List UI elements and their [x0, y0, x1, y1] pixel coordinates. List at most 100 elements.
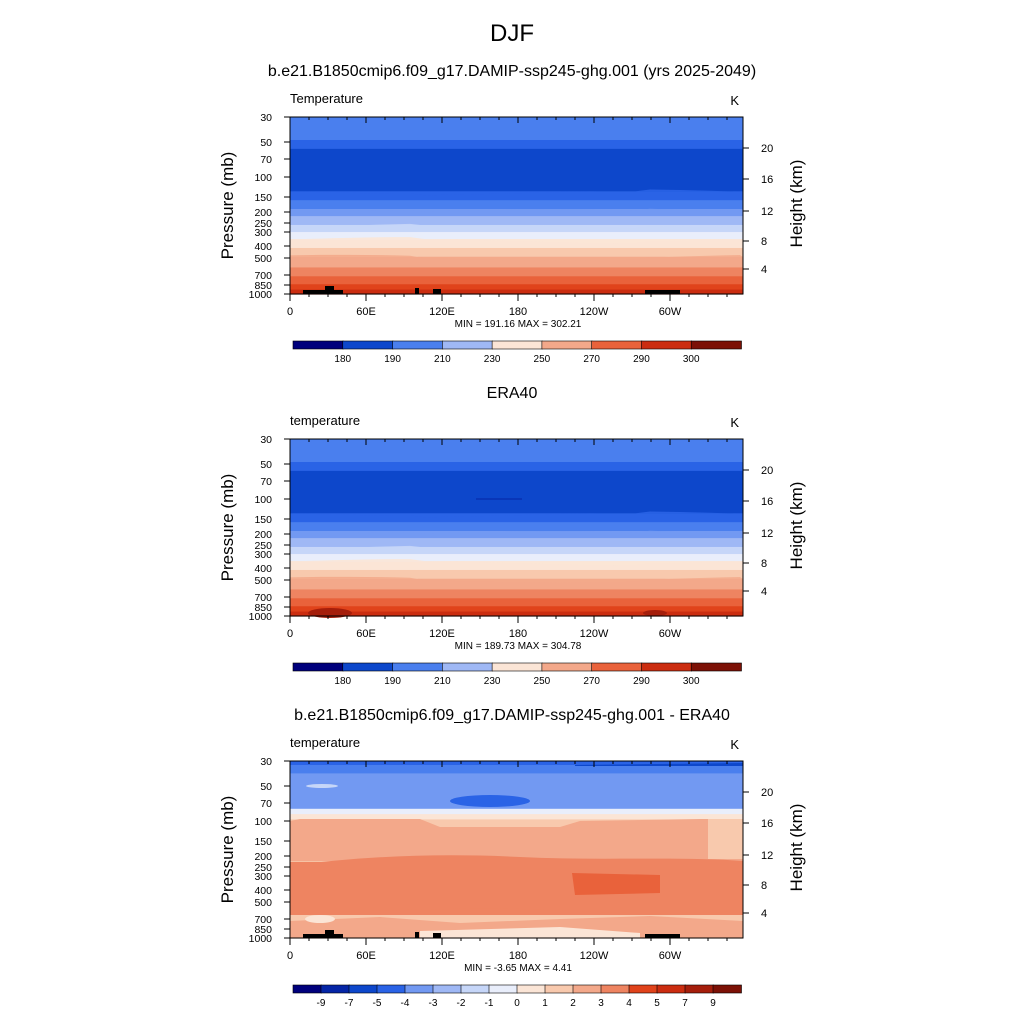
colorbar-label: -4	[401, 998, 410, 1009]
contour-band	[290, 589, 743, 599]
y-right-tick-label: 8	[761, 880, 767, 892]
x-tick-label: 60W	[659, 628, 682, 640]
x-tick-label: 60E	[356, 306, 376, 318]
colorbar-label: 4	[626, 998, 632, 1009]
contour-wave	[290, 530, 743, 534]
plot-frame	[289, 760, 744, 939]
colorbar-box	[641, 662, 693, 672]
contour-band	[290, 247, 743, 258]
y-tick-label: 850	[254, 602, 272, 614]
colorbar-box	[656, 984, 686, 994]
colorbar-label: 300	[683, 676, 700, 687]
colorbar-box	[684, 984, 714, 994]
contour-band	[290, 561, 743, 571]
x-tick-label: 60E	[356, 950, 376, 962]
left-string: temperature	[290, 735, 360, 750]
y-tick-label: 250	[254, 540, 272, 552]
y-tick-label: 1000	[249, 611, 273, 623]
colorbar-box	[712, 984, 742, 994]
contour-patch	[575, 763, 743, 766]
x-tick-label: 60W	[659, 306, 682, 318]
topography	[325, 930, 334, 938]
x-tick-label: 180	[509, 950, 527, 962]
y-tick-label: 1000	[249, 289, 273, 301]
colorbar-box	[690, 340, 742, 350]
contour-wave	[290, 189, 743, 196]
colorbar-label: 7	[682, 998, 688, 1009]
x-tick-label: 60W	[659, 950, 682, 962]
contour-patch	[708, 819, 743, 859]
plot-panel-2: 0 60E 120E 180 120W 60W3050701001502002503004…	[218, 413, 806, 687]
y-tick-label: 150	[254, 514, 272, 526]
y-tick-label: 100	[254, 816, 272, 828]
contour-region	[420, 927, 640, 938]
y-right-tick-label: 20	[761, 143, 773, 155]
y-right-tick-label: 4	[761, 264, 767, 276]
colorbar-label: 270	[583, 676, 600, 687]
colorbar-label: 180	[334, 676, 351, 687]
y-right-tick-label: 20	[761, 787, 773, 799]
colorbar-label: 250	[534, 676, 551, 687]
y-tick-label: 700	[254, 270, 272, 282]
colorbar-label: 0	[514, 998, 520, 1009]
y-right-axis-label: Height (km)	[787, 804, 806, 892]
colorbar-label: -9	[317, 998, 326, 1009]
colorbar-label: 190	[384, 354, 401, 365]
contour-band	[290, 191, 743, 201]
contour-band	[290, 470, 743, 514]
y-tick-label: 200	[254, 851, 272, 863]
colorbar-label: 230	[484, 676, 501, 687]
colorbar-label: 270	[583, 354, 600, 365]
colorbar-box	[320, 984, 350, 994]
contour-band	[290, 439, 743, 463]
contour-band	[290, 216, 743, 226]
colorbar-label: 230	[484, 354, 501, 365]
contour-band	[290, 209, 743, 217]
contour-patch	[306, 784, 338, 788]
x-tick-label: 120W	[580, 628, 609, 640]
contour-wave	[290, 511, 743, 518]
colorbar-box	[404, 984, 434, 994]
panel-title-model: b.e21.B1850cmip6.f09_g17.DAMIP-ssp245-gh…	[267, 63, 757, 80]
colorbar-box	[600, 984, 630, 994]
contour-band	[290, 256, 743, 269]
y-tick-label: 70	[260, 476, 272, 488]
contour-wave	[290, 559, 743, 566]
contour-wave	[290, 237, 743, 244]
plot-frame	[289, 438, 744, 617]
x-tick-label: 180	[509, 628, 527, 640]
colorbar-box	[342, 662, 394, 672]
colorbar-box	[541, 340, 593, 350]
x-tick-label: 60E	[356, 628, 376, 640]
y-tick-label: 30	[260, 112, 272, 124]
y-right-tick-label: 12	[761, 528, 773, 540]
contour-band	[290, 611, 743, 617]
contour-band	[290, 224, 743, 233]
y-tick-label: 150	[254, 836, 272, 848]
contour-band	[290, 140, 743, 150]
x-tick-label: 120E	[429, 950, 455, 962]
colorbar-label: 300	[683, 354, 700, 365]
y-right-tick-label: 20	[761, 465, 773, 477]
colorbar-label: 250	[534, 354, 551, 365]
contour-patch	[305, 915, 335, 923]
topography	[415, 288, 419, 294]
colorbar-box	[491, 340, 543, 350]
y-tick-label: 30	[260, 434, 272, 446]
colorbar-label: 180	[334, 354, 351, 365]
colorbar-box	[292, 662, 344, 672]
y-right-tick-label: 16	[761, 174, 773, 186]
units-label: K	[730, 93, 739, 108]
page-title: DJF	[490, 20, 534, 47]
y-tick-label: 300	[254, 871, 272, 883]
y-right-tick-label: 16	[761, 496, 773, 508]
y-tick-label: 100	[254, 494, 272, 506]
contour-band	[290, 554, 743, 562]
y-tick-label: 400	[254, 241, 272, 253]
colorbar-box	[432, 984, 462, 994]
y-right-tick-label: 4	[761, 908, 767, 920]
y-tick-label: 30	[260, 756, 272, 768]
x-tick-label: 180	[509, 306, 527, 318]
contour-band	[290, 239, 743, 249]
